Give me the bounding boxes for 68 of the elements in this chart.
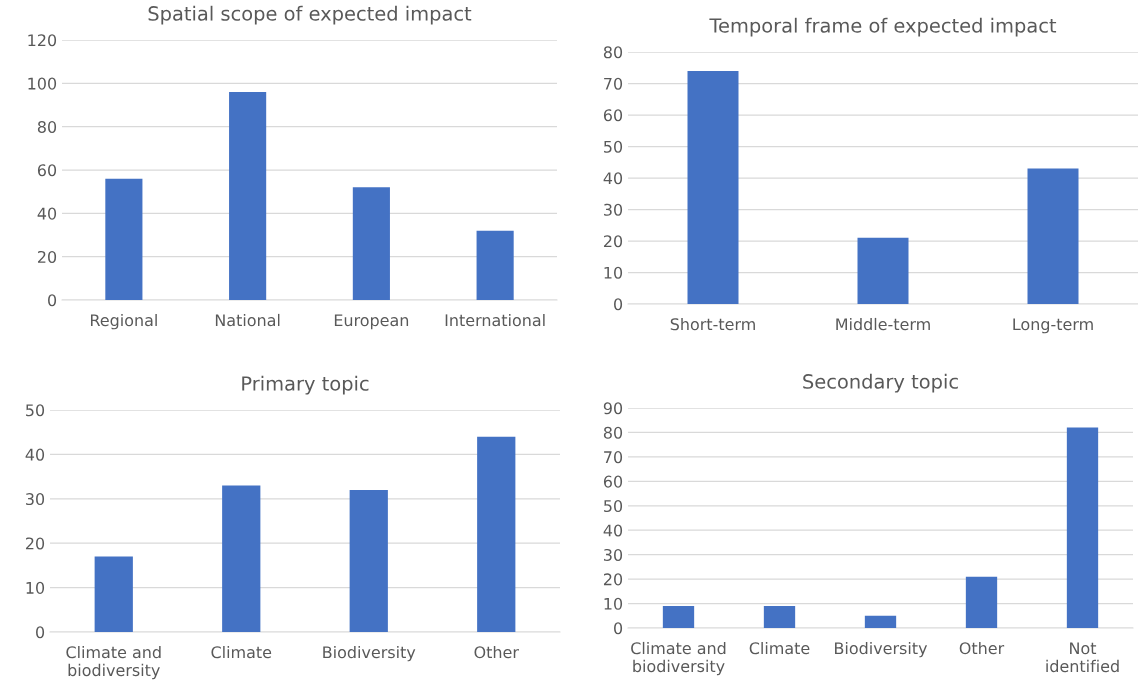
y-tick-label: 0 [48,294,57,307]
bar [349,489,388,632]
y-tick-label: 90 [603,402,623,415]
x-tick-label: National [215,313,280,327]
x-tick-label: Short-term [670,317,755,331]
bar [222,485,261,632]
bar [94,556,133,632]
y-tick-label: 80 [37,120,57,133]
y-tick-label: 80 [603,426,623,439]
bar [965,576,998,628]
y-tick-label: 20 [603,235,623,248]
y-tick-label: 10 [26,581,45,594]
y-tick-label: 50 [604,140,623,153]
bar [1066,427,1099,628]
x-tick-label: Climate [211,645,272,659]
y-tick-label: 40 [37,207,57,220]
x-tick-label: Climate [749,641,810,655]
chart-title: Secondary topic [803,373,958,393]
y-tick-label: 20 [37,250,57,263]
x-tick-label: Biodiversity [835,641,928,658]
bar [105,178,143,300]
x-tick-label: Climate and biodiversity [631,641,726,676]
y-tick-label: 120 [28,34,57,47]
x-tick-label: Not identified [1046,642,1119,673]
x-tick-label: International [445,313,545,327]
y-tick-label: 30 [604,548,623,561]
y-tick-label: 20 [25,537,45,550]
y-tick-label: 80 [603,46,623,59]
y-tick-label: 100 [28,77,57,90]
y-tick-label: 70 [604,451,623,464]
bar [763,606,796,628]
x-tick-label: Biodiversity [323,645,416,662]
y-tick-label: 0 [36,626,45,639]
chart-title: Temporal frame of expected impact [709,17,1057,37]
chart-title: Primary topic [242,375,369,395]
x-tick-label: Other [959,641,1005,655]
bar [662,606,695,628]
bar [477,436,516,632]
x-tick-label: European [334,314,409,330]
bar [864,615,897,628]
y-tick-label: 60 [603,109,623,122]
y-tick-label: 20 [603,573,623,586]
y-tick-label: 40 [25,448,45,461]
y-tick-label: 30 [26,493,45,506]
bar [857,237,909,304]
y-tick-label: 40 [603,172,623,185]
x-tick-label: Middle-term [836,317,930,331]
x-tick-label: Long-term [1013,318,1093,334]
bar [1027,168,1079,304]
x-tick-label: Other [474,645,519,659]
bar [476,230,514,300]
bar [352,187,390,300]
x-tick-label: Climate and biodiversity [66,645,161,680]
y-tick-label: 0 [614,622,623,635]
y-tick-label: 10 [604,597,623,610]
x-tick-label: Regional [90,313,157,330]
y-tick-label: 0 [614,298,623,311]
y-tick-label: 60 [603,475,623,488]
y-tick-label: 10 [604,266,623,279]
chart-title: Spatial scope of expected impact [148,5,472,25]
bar [687,70,739,304]
y-tick-label: 70 [604,77,623,90]
y-tick-label: 30 [604,203,623,216]
y-tick-label: 50 [26,404,45,417]
y-tick-label: 40 [603,524,623,537]
y-tick-label: 60 [37,164,57,177]
bar [229,92,267,300]
y-tick-label: 50 [604,499,623,513]
